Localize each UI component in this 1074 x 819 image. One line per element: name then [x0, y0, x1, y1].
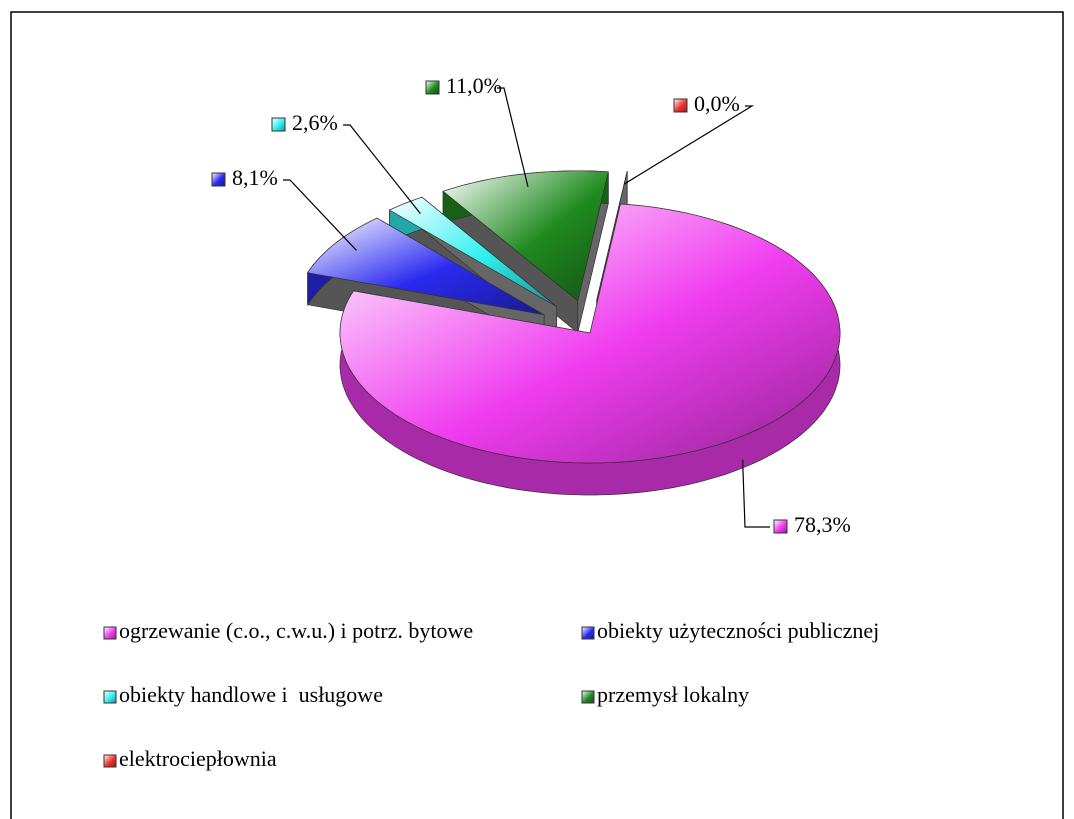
label-key [271, 117, 286, 132]
legend-label: obiekty handlowe i usługowe [119, 682, 383, 707]
legend-label: elektrociepłownia [119, 746, 277, 771]
data-label: 2,6% [292, 110, 338, 135]
data-label: 0,0% [694, 91, 740, 116]
slice-top [442, 170, 609, 302]
slice-top [596, 171, 628, 301]
label-key [425, 80, 440, 95]
slice [339, 203, 841, 496]
label-key [773, 519, 788, 534]
legend-label: obiekty użyteczności publicznej [597, 618, 879, 643]
legend-key [103, 626, 117, 640]
legend-key [103, 690, 117, 704]
legend-label: przemysł lokalny [597, 682, 749, 707]
leader-line [742, 459, 770, 528]
slice-top [388, 196, 557, 308]
slice-top [339, 203, 841, 464]
label-key [211, 172, 226, 187]
legend-key [103, 754, 117, 768]
leader-line [623, 105, 755, 185]
legend-label: ogrzewanie (c.o., c.w.u.) i potrz. bytow… [119, 618, 473, 643]
leader-line [343, 124, 421, 215]
leader-line [283, 179, 357, 251]
label-key [673, 98, 688, 113]
data-label: 78,3% [794, 512, 851, 537]
leader-line [497, 87, 529, 187]
data-label: 11,0% [446, 73, 502, 98]
data-label: 8,1% [232, 165, 278, 190]
slice-top [307, 217, 545, 316]
legend-key [581, 626, 595, 640]
legend-key [581, 690, 595, 704]
